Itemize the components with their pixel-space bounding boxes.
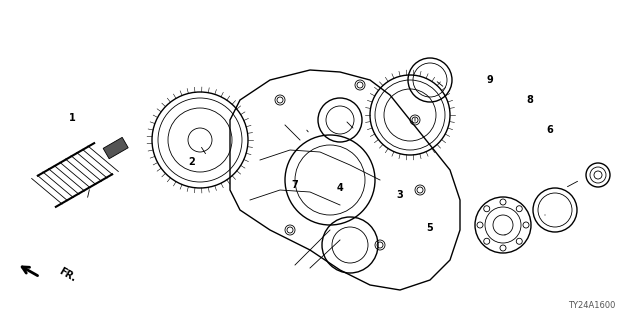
Text: 9: 9 xyxy=(486,75,493,85)
Text: 2: 2 xyxy=(189,157,195,167)
Bar xyxy=(103,137,128,159)
Text: 1: 1 xyxy=(68,113,76,123)
Text: FR.: FR. xyxy=(57,266,77,284)
Text: 8: 8 xyxy=(527,95,533,105)
Text: 6: 6 xyxy=(547,125,554,135)
Text: 7: 7 xyxy=(292,180,298,190)
Text: TY24A1600: TY24A1600 xyxy=(568,301,615,310)
Text: 5: 5 xyxy=(427,223,433,233)
Text: 3: 3 xyxy=(397,190,403,200)
Text: 4: 4 xyxy=(337,183,344,193)
